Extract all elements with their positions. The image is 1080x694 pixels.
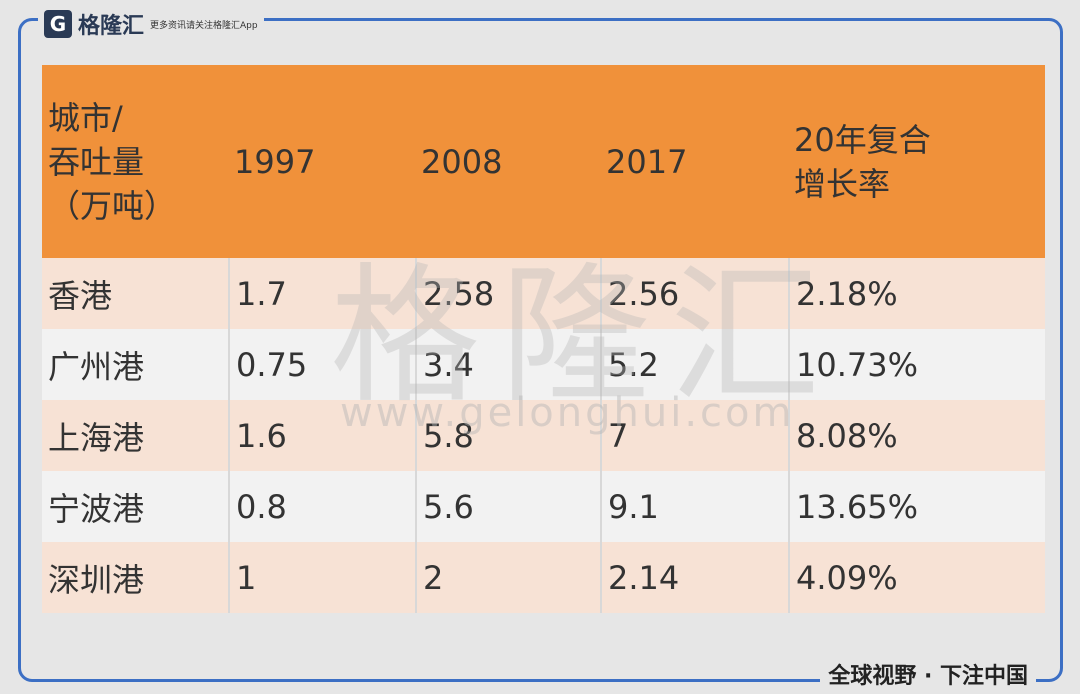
- header-text: （万吨）: [48, 186, 177, 225]
- brand: G 格隆汇 更多资讯请关注格隆汇App: [38, 8, 264, 40]
- logo: G: [44, 10, 72, 38]
- table-cell: 5.2: [600, 329, 788, 400]
- header-text: 增长率: [794, 164, 891, 203]
- table-cell: 宁波港: [48, 489, 145, 528]
- table-cell: 5.8: [415, 400, 600, 471]
- header-cell: 2008: [415, 65, 600, 258]
- table-cell: 1.7: [228, 258, 415, 329]
- table-row: 深圳港 1 2 2.14 4.09%: [42, 542, 1045, 613]
- table-cell: 广州港: [48, 347, 145, 386]
- table-cell: 1: [228, 542, 415, 613]
- header-text: 城市/: [48, 98, 123, 137]
- table-cell: 2.56: [600, 258, 788, 329]
- header-text: 20年复合: [794, 120, 931, 159]
- table-cell: 1.6: [228, 400, 415, 471]
- watermark-url: www.gelonghui.com: [340, 390, 795, 436]
- header-cell: 城市/吞吐量 （万吨）: [42, 65, 228, 258]
- frame: [18, 18, 1063, 682]
- header-cell: 1997: [228, 65, 415, 258]
- table-cell: 深圳港: [48, 560, 145, 599]
- header-cell: 2017: [600, 65, 788, 258]
- table-cell: 9.1: [600, 471, 788, 542]
- table-row: 上海港 1.6 5.8 7 8.08%: [42, 400, 1045, 471]
- header-row: 城市/吞吐量 （万吨） 1997 2008 2017 20年复合增长率: [42, 65, 1045, 258]
- table-cell: 4.09%: [788, 542, 1045, 613]
- header-text: 吞吐量: [48, 142, 145, 181]
- header-text: 1997: [234, 142, 316, 181]
- table-cell: 香港: [48, 276, 113, 315]
- table-cell: 7: [600, 400, 788, 471]
- table-cell: 2.14: [600, 542, 788, 613]
- header-cell: 20年复合增长率: [788, 65, 1045, 258]
- table-cell: 13.65%: [788, 471, 1045, 542]
- table-cell: 2.58: [415, 258, 600, 329]
- table-cell: 5.6: [415, 471, 600, 542]
- brand-tagline: 更多资讯请关注格隆汇App: [150, 20, 258, 31]
- table-cell: 8.08%: [788, 400, 1045, 471]
- table-row: 广州港 0.75 3.4 5.2 10.73%: [42, 329, 1045, 400]
- table-row: 香港 1.7 2.58 2.56 2.18%: [42, 258, 1045, 329]
- table-cell: 10.73%: [788, 329, 1045, 400]
- header-text: 2017: [606, 142, 688, 181]
- table-cell: 0.75: [228, 329, 415, 400]
- table-cell: 2.18%: [788, 258, 1045, 329]
- footer: 全球视野 · 下注中国: [820, 658, 1036, 690]
- table-row: 宁波港 0.8 5.6 9.1 13.65%: [42, 471, 1045, 542]
- table-cell: 上海港: [48, 418, 145, 457]
- table-cell: 0.8: [228, 471, 415, 542]
- brand-name: 格隆汇: [78, 14, 145, 39]
- header-text: 2008: [421, 142, 503, 181]
- table-cell: 3.4: [415, 329, 600, 400]
- table: 城市/吞吐量 （万吨） 1997 2008 2017 20年复合 增长率 香港 1.7 2.58 2…: [42, 65, 1045, 613]
- table-cell: 2: [415, 542, 600, 613]
